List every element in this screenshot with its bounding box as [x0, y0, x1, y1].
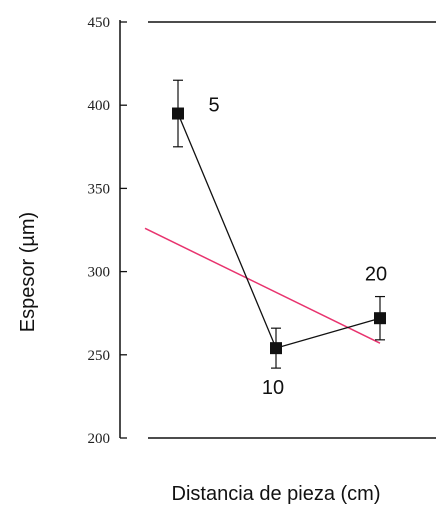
data-point	[374, 312, 386, 325]
point-label: 20	[365, 264, 387, 286]
data-point	[172, 107, 184, 120]
point-label: 10	[262, 377, 284, 399]
y-ticks: 200 250 300 350 400 450	[88, 15, 127, 447]
x-axis-label: Distancia de pieza (cm)	[172, 483, 381, 505]
y-tick-label: 350	[88, 181, 111, 197]
data-point	[270, 342, 282, 355]
y-axis-label: Espesor (µm)	[17, 212, 39, 332]
y-tick-label: 400	[88, 98, 111, 114]
y-tick-label: 250	[88, 348, 111, 364]
series-layer: 5 10 20	[172, 79, 387, 399]
trend-layer	[144, 227, 381, 344]
y-tick-label: 300	[88, 265, 111, 281]
y-tick-label: 200	[88, 431, 111, 447]
y-tick-label: 450	[88, 15, 111, 31]
point-label: 5	[208, 95, 219, 117]
data-line	[177, 113, 381, 349]
trend-line	[144, 227, 381, 344]
